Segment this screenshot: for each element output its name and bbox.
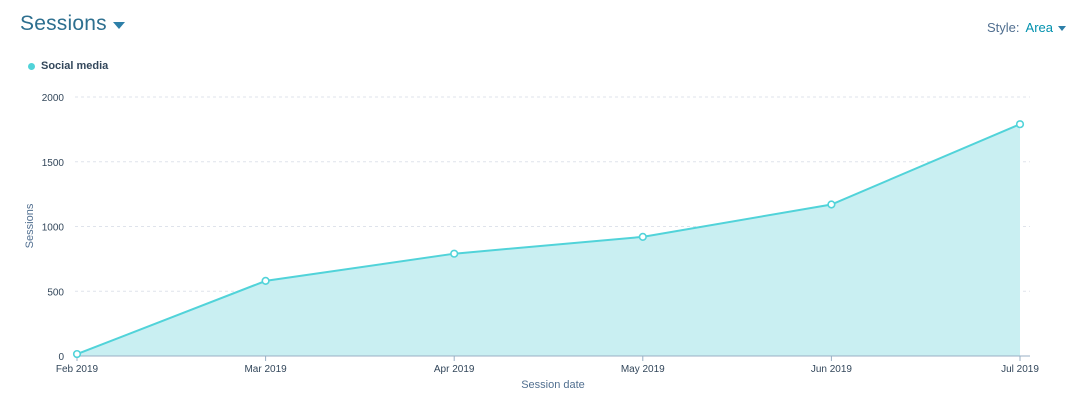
chevron-down-icon	[112, 21, 125, 29]
chart-style-selector[interactable]: Style: Area	[987, 20, 1066, 35]
area-fill	[77, 124, 1020, 356]
x-tick-label: Mar 2019	[244, 364, 287, 375]
data-point	[638, 232, 647, 241]
report-title: Sessions	[20, 12, 107, 35]
data-point	[450, 249, 459, 258]
data-point	[72, 349, 82, 359]
legend-label-social-media: Social media	[41, 60, 109, 72]
y-tick-label: 2000	[42, 93, 65, 104]
y-tick-label: 500	[47, 287, 64, 298]
data-point	[1015, 120, 1025, 129]
data-point	[827, 200, 836, 209]
y-tick-label: 1500	[42, 158, 65, 169]
x-axis-title: Session date	[521, 379, 585, 391]
x-tick-label: Jun 2019	[811, 364, 853, 375]
x-tick-label: Apr 2019	[434, 364, 475, 375]
style-label: Style:	[987, 20, 1020, 35]
data-point	[261, 276, 270, 285]
series-line	[76, 123, 1021, 355]
chart-legend: Social media	[28, 60, 108, 72]
style-value[interactable]: Area	[1025, 20, 1053, 35]
y-tick-label: 1000	[42, 223, 65, 234]
y-tick-label: 0	[58, 352, 64, 363]
chevron-down-icon	[1058, 26, 1066, 31]
x-tick-label: May 2019	[621, 364, 665, 375]
chart-axes: 0 500 1000 1500 2000 Feb 2019 Mar 2019 Apr 2019…	[42, 93, 1040, 375]
legend-marker	[28, 62, 35, 70]
x-tick-label: Feb 2019	[56, 364, 99, 375]
area-layer	[77, 124, 1020, 356]
chart-marks	[72, 120, 1025, 359]
x-tick-label: Jul 2019	[1001, 364, 1039, 375]
report-title-dropdown[interactable]: Sessions	[20, 12, 125, 36]
y-axis-title: Sessions	[24, 203, 36, 248]
